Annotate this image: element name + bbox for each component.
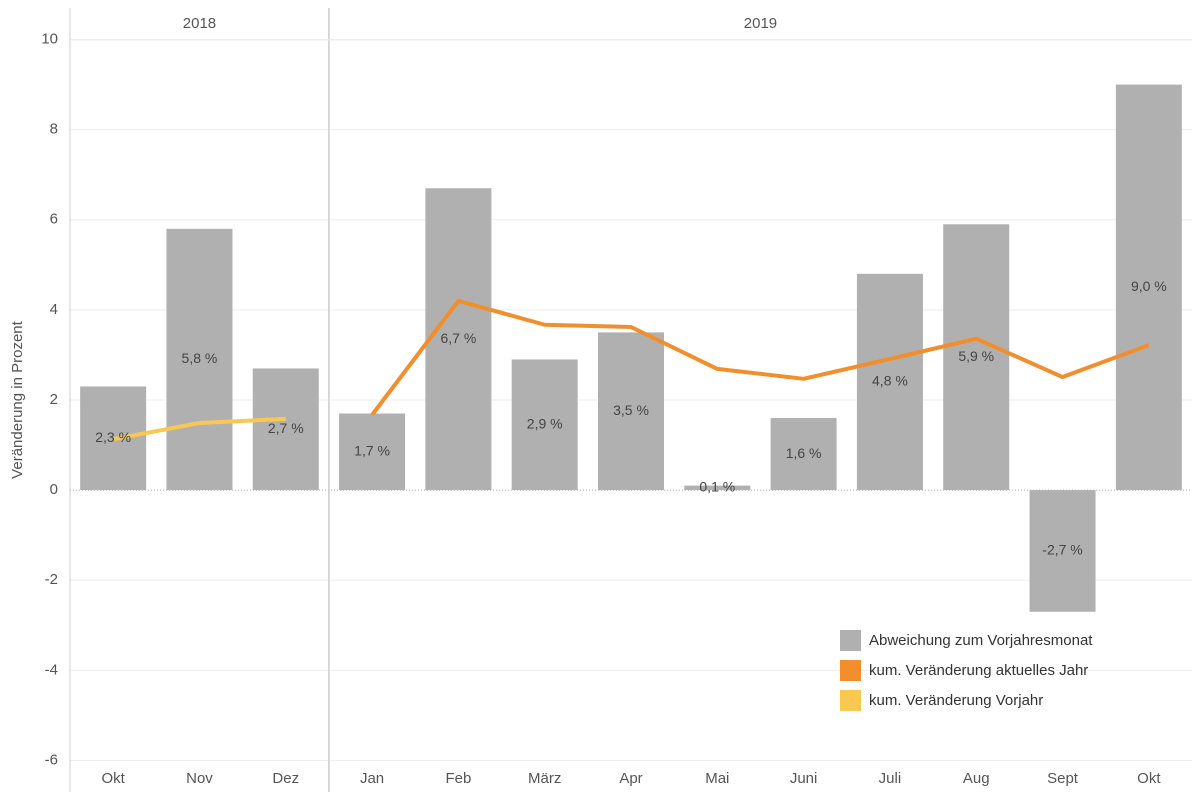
- bar: [1029, 490, 1096, 612]
- bar: [770, 418, 837, 491]
- legend-label: kum. Veränderung Vorjahr: [869, 692, 1043, 709]
- legend-label: Abweichung zum Vorjahresmonat: [869, 632, 1093, 649]
- legend-swatch: [840, 630, 861, 651]
- data-label: 2,9 %: [527, 415, 563, 431]
- x-tick-label: Feb: [445, 770, 471, 787]
- data-label: 2,3 %: [95, 429, 131, 445]
- panel-title: 2018: [183, 15, 216, 32]
- bar: [511, 359, 578, 491]
- legend-swatch: [840, 690, 861, 711]
- data-label: 0,1 %: [699, 479, 735, 495]
- legend-label: kum. Veränderung aktuelles Jahr: [869, 662, 1088, 679]
- data-label: 6,7 %: [440, 330, 476, 346]
- bar: [166, 228, 233, 491]
- y-tick-label: -6: [45, 751, 58, 768]
- y-tick-label: -4: [45, 661, 58, 678]
- data-label: 4,8 %: [872, 373, 908, 389]
- x-tick-label: Okt: [101, 770, 125, 787]
- x-tick-label: Okt: [1137, 770, 1161, 787]
- bar: [339, 413, 406, 491]
- x-tick-label: Apr: [619, 770, 642, 787]
- x-tick-label: Juli: [879, 770, 902, 787]
- bar: [425, 188, 492, 491]
- line: [112, 416, 286, 442]
- x-tick-label: Aug: [963, 770, 990, 787]
- data-label: 9,0 %: [1131, 278, 1167, 294]
- legend-swatch: [840, 660, 861, 681]
- x-tick-label: Sept: [1047, 770, 1079, 787]
- data-label: 3,5 %: [613, 402, 649, 418]
- bar: [252, 368, 319, 491]
- x-tick-label: Juni: [790, 770, 818, 787]
- data-label: 2,7 %: [268, 420, 304, 436]
- line: [370, 298, 1150, 417]
- data-label: 5,9 %: [958, 348, 994, 364]
- y-tick-label: 4: [50, 301, 58, 318]
- panel-title: 2019: [744, 15, 777, 32]
- y-tick-label: -2: [45, 571, 58, 588]
- bar: [1115, 84, 1182, 491]
- bar: [856, 273, 923, 491]
- x-tick-label: Mai: [705, 770, 729, 787]
- x-tick-label: März: [528, 770, 561, 787]
- data-label: 1,7 %: [354, 443, 390, 459]
- data-label: 5,8 %: [182, 350, 218, 366]
- y-tick-label: 6: [50, 211, 58, 228]
- data-label: 1,6 %: [786, 445, 822, 461]
- bar: [943, 224, 1010, 491]
- y-tick-label: 8: [50, 121, 58, 138]
- y-tick-label: 10: [41, 31, 58, 48]
- bar: [684, 485, 751, 491]
- data-label: -2,7 %: [1042, 542, 1082, 558]
- x-tick-label: Jan: [360, 770, 384, 787]
- x-tick-label: Nov: [186, 770, 213, 787]
- y-tick-label: 2: [50, 391, 58, 408]
- y-tick-label: 0: [50, 481, 58, 498]
- x-tick-label: Dez: [272, 770, 299, 787]
- bar: [598, 332, 664, 491]
- y-axis-label: Veränderung in Prozent: [9, 320, 26, 478]
